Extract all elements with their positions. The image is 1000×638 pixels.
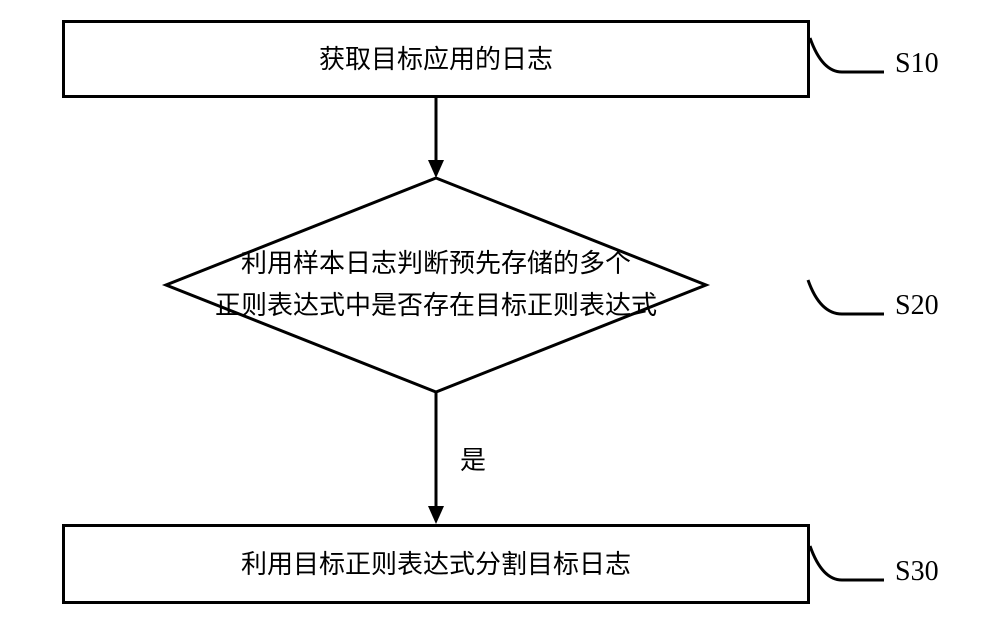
callout-s30: [0, 0, 1000, 638]
flowchart-canvas: 获取目标应用的日志 S10 利用样本日志判断预先存储的多个 正则表达式中是否存在…: [0, 0, 1000, 638]
label-s30: S30: [895, 556, 939, 588]
